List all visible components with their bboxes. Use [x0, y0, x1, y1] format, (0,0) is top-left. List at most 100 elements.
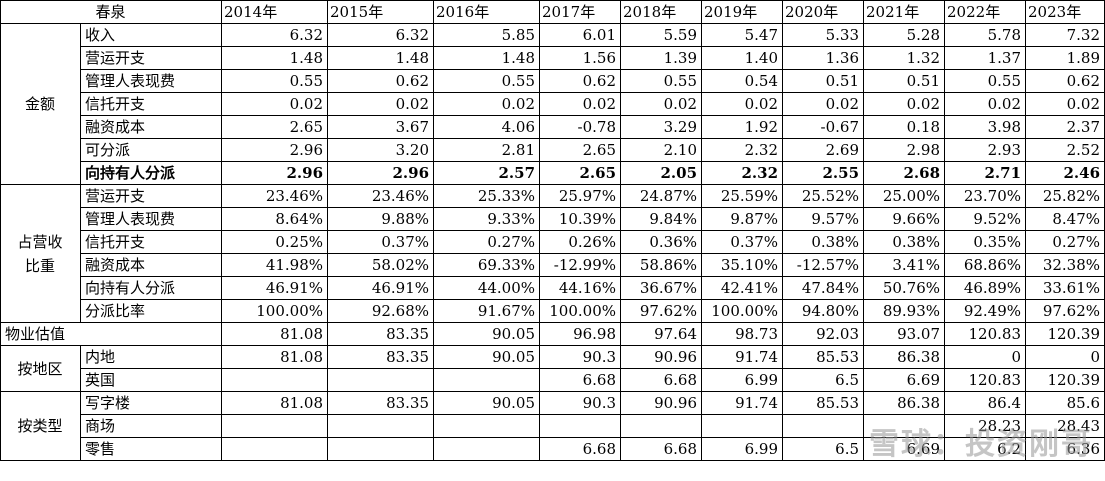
value-cell: 33.61% — [1025, 276, 1105, 300]
value-cell: -12.57% — [782, 253, 865, 277]
value-cell: 2.69 — [782, 138, 865, 162]
value-cell: 2.65 — [221, 115, 329, 139]
value-cell: 91.74 — [701, 345, 784, 369]
value-cell: 5.85 — [433, 23, 541, 47]
row-label: 英国 — [79, 368, 223, 392]
value-cell: 58.86% — [620, 253, 703, 277]
value-cell: 42.41% — [701, 276, 784, 300]
table-row: 按地区 内地 81.08 83.35 90.05 90.3 90.96 91.74 85.53 8… — [0, 345, 1105, 392]
value-cell: 100.00% — [539, 299, 622, 323]
value-cell: 1.48 — [433, 46, 541, 70]
value-cell: 120.39 — [1025, 368, 1105, 392]
value-cell: 3.20 — [327, 138, 435, 162]
year-header: 2020年 — [782, 0, 865, 24]
value-cell: -12.99% — [539, 253, 622, 277]
group-ratio: 占营收 比重 — [0, 184, 81, 323]
value-cell: 25.33% — [433, 184, 541, 208]
value-cell: 0.38% — [782, 230, 865, 254]
value-cell: 2.96 — [327, 161, 435, 185]
table-row: 信托开支 0.02 0.02 0.02 0.02 0.02 0.02 0.02 0.02 0.02… — [1, 92, 1105, 116]
value-cell: 5.78 — [944, 23, 1027, 47]
row-label: 营运开支 — [79, 46, 223, 70]
year-header: 2016年 — [433, 0, 541, 24]
value-cell: 9.88% — [327, 207, 435, 231]
value-cell: 90.05 — [433, 322, 541, 346]
value-cell: 9.87% — [701, 207, 784, 231]
value-cell: 28.43 — [1025, 414, 1105, 438]
value-cell: 1.92 — [701, 115, 784, 139]
value-cell — [221, 414, 329, 438]
value-cell: 90.3 — [539, 345, 622, 369]
value-cell: 4.06 — [433, 115, 541, 139]
value-cell: 0.02 — [782, 92, 865, 116]
reit-financial-table: 春泉 2014年 2015年 2016年 2017年 2018年 2019年 2… — [0, 0, 1105, 461]
value-cell: 91.67% — [433, 299, 541, 323]
value-cell: 83.35 — [327, 345, 435, 369]
value-cell: 3.29 — [620, 115, 703, 139]
value-cell: 0.55 — [620, 69, 703, 93]
value-cell: 6.5 — [782, 437, 865, 461]
value-cell: 23.70% — [944, 184, 1027, 208]
value-cell: 0.26% — [539, 230, 622, 254]
value-cell: 0.02 — [221, 92, 329, 116]
value-cell: 92.68% — [327, 299, 435, 323]
value-cell: 0.02 — [539, 92, 622, 116]
value-cell: 25.82% — [1025, 184, 1105, 208]
value-cell: 90.05 — [433, 391, 541, 415]
table-title: 春泉 — [0, 0, 223, 24]
value-cell: 5.33 — [782, 23, 865, 47]
value-cell: 0.62 — [1025, 69, 1105, 93]
value-cell: 9.66% — [863, 207, 946, 231]
value-cell: 0.27% — [1025, 230, 1105, 254]
value-cell — [327, 437, 435, 461]
row-label: 管理人表现费 — [79, 69, 223, 93]
value-cell — [863, 414, 946, 438]
value-cell: 0.55 — [944, 69, 1027, 93]
value-cell: 1.48 — [221, 46, 329, 70]
value-cell: 8.47% — [1025, 207, 1105, 231]
value-cell: 120.83 — [944, 368, 1027, 392]
group-ratio-line1: 占营收 — [17, 232, 63, 251]
table-row: 零售 6.68 6.68 6.99 6.5 6.69 6.2 6.36 — [1, 437, 1105, 461]
year-header: 2022年 — [944, 0, 1027, 24]
table-row: 管理人表现费 8.64% 9.88% 9.33% 10.39% 9.84% 9.87% 9.5… — [1, 207, 1105, 231]
value-cell: 97.62% — [1025, 299, 1105, 323]
value-cell: 2.81 — [433, 138, 541, 162]
value-cell: 92.03 — [782, 322, 865, 346]
value-cell: 6.01 — [539, 23, 622, 47]
value-cell: 1.40 — [701, 46, 784, 70]
row-label: 向持有人分派 — [79, 276, 223, 300]
value-cell: 0.02 — [620, 92, 703, 116]
value-cell: 2.57 — [433, 161, 541, 185]
year-header: 2019年 — [701, 0, 784, 24]
value-cell: 86.38 — [863, 391, 946, 415]
value-cell: 6.68 — [539, 437, 622, 461]
value-cell: 3.98 — [944, 115, 1027, 139]
value-cell — [433, 368, 541, 392]
value-cell: 2.32 — [701, 161, 784, 185]
value-cell: 81.08 — [221, 345, 329, 369]
value-cell: 2.65 — [539, 161, 622, 185]
value-cell: 2.05 — [620, 161, 703, 185]
value-cell: 46.91% — [221, 276, 329, 300]
value-cell: 92.49% — [944, 299, 1027, 323]
value-cell: 2.10 — [620, 138, 703, 162]
value-cell: 0 — [1025, 345, 1105, 369]
value-cell: 0.62 — [327, 69, 435, 93]
value-cell: 98.73 — [701, 322, 784, 346]
value-cell: 41.98% — [221, 253, 329, 277]
value-cell: 90.05 — [433, 345, 541, 369]
value-cell: 6.68 — [620, 368, 703, 392]
value-cell: 0.36% — [620, 230, 703, 254]
value-cell: 9.84% — [620, 207, 703, 231]
value-cell — [221, 437, 329, 461]
value-cell: 46.89% — [944, 276, 1027, 300]
value-cell: 100.00% — [701, 299, 784, 323]
value-cell: 100.00% — [221, 299, 329, 323]
value-cell: 9.33% — [433, 207, 541, 231]
value-cell: 6.99 — [701, 437, 784, 461]
value-cell: 8.64% — [221, 207, 329, 231]
value-cell: 25.52% — [782, 184, 865, 208]
value-cell: 0.37% — [327, 230, 435, 254]
value-cell: 2.52 — [1025, 138, 1105, 162]
